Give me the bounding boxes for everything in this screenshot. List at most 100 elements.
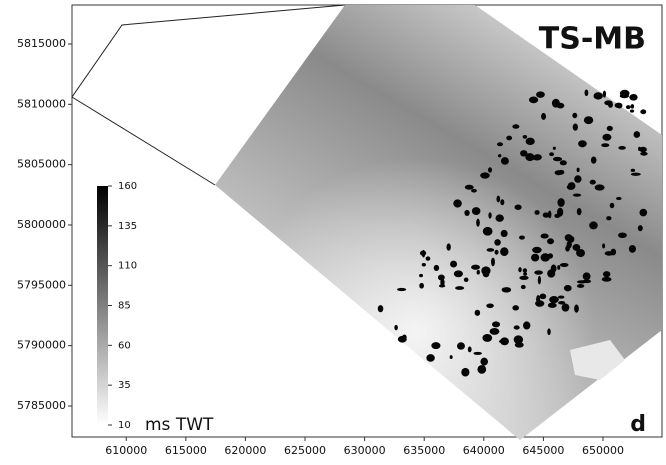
anomaly: [477, 364, 487, 374]
anomaly: [431, 342, 441, 350]
anomaly: [471, 264, 480, 270]
anomaly: [394, 324, 398, 331]
y-tick-label: 5815000: [17, 37, 66, 50]
anomaly: [501, 287, 512, 293]
x-tick-label: 640000: [463, 444, 505, 457]
anomaly: [559, 262, 569, 267]
anomaly: [559, 160, 567, 166]
anomaly: [602, 90, 607, 98]
anomaly: [630, 172, 641, 176]
anomaly: [491, 321, 501, 328]
anomaly: [606, 125, 613, 131]
anomaly: [419, 273, 423, 278]
anomaly: [565, 245, 570, 252]
anomaly: [629, 109, 635, 113]
anomaly: [537, 275, 542, 285]
y-tick-label: 5805000: [17, 158, 66, 171]
anomaly: [561, 303, 570, 312]
anomaly: [440, 278, 445, 288]
anomaly: [522, 268, 528, 273]
anomaly: [576, 167, 580, 173]
anomaly: [594, 184, 605, 191]
anomaly: [582, 272, 591, 281]
anomaly: [589, 179, 596, 185]
colorbar: [97, 186, 108, 425]
anomaly: [547, 238, 554, 245]
colorbar-tick-label: 135: [118, 221, 137, 232]
colorbar-tick-label: 110: [118, 261, 137, 272]
panel-label: d: [630, 412, 646, 437]
anomaly: [426, 354, 435, 362]
anomaly: [488, 212, 492, 219]
anomaly: [463, 277, 469, 283]
anomaly: [625, 105, 631, 110]
anomaly: [486, 248, 495, 252]
anomaly: [602, 271, 611, 278]
x-tick-label: 635000: [403, 444, 445, 457]
anomaly: [534, 270, 543, 275]
anomaly: [601, 143, 610, 148]
anomaly: [540, 233, 549, 239]
anomaly: [572, 112, 578, 119]
colorbar-tick-label: 10: [118, 420, 131, 431]
anomaly: [550, 264, 557, 273]
anomalies: [377, 89, 648, 377]
anomaly: [421, 263, 426, 267]
anomaly: [640, 109, 647, 115]
anomaly: [564, 234, 573, 242]
anomaly: [500, 247, 509, 256]
anomaly: [558, 169, 565, 175]
anomaly: [497, 154, 502, 158]
anomaly: [576, 248, 585, 258]
anomaly: [633, 131, 641, 138]
anomaly: [547, 302, 557, 308]
anomaly: [513, 325, 520, 330]
anomaly: [618, 232, 627, 239]
anomaly: [498, 339, 507, 344]
anomaly: [609, 202, 615, 209]
anomaly: [590, 156, 597, 164]
anomaly: [630, 104, 635, 109]
anomaly: [494, 239, 501, 246]
anomaly: [541, 112, 547, 120]
anomaly: [453, 270, 463, 278]
anomaly: [619, 93, 630, 99]
anomaly: [567, 182, 576, 190]
anomaly: [482, 226, 493, 236]
anomaly: [476, 218, 480, 227]
anomaly: [552, 146, 556, 150]
anomaly: [606, 216, 612, 221]
anomaly: [533, 154, 542, 161]
anomaly: [558, 300, 566, 305]
anomaly: [589, 221, 598, 230]
anomaly: [536, 295, 541, 304]
anomaly: [601, 276, 612, 282]
anomaly: [520, 284, 526, 290]
anomaly: [549, 152, 555, 157]
anomaly: [614, 102, 623, 109]
anomaly: [639, 146, 647, 153]
anomaly: [419, 282, 424, 289]
x-tick-label: 650000: [582, 444, 624, 457]
y-tick-label: 5790000: [17, 339, 66, 352]
colorbar-tick-label: 160: [118, 181, 137, 192]
anomaly: [583, 116, 594, 125]
y-tick-label: 5785000: [17, 399, 66, 412]
anomaly: [450, 260, 458, 268]
anomaly: [495, 214, 504, 222]
anomaly: [487, 167, 493, 173]
anomaly: [461, 367, 470, 377]
anomaly: [610, 249, 616, 255]
map-title: TS-MB: [539, 22, 646, 57]
anomaly: [476, 269, 480, 275]
anomaly: [557, 207, 564, 217]
anomaly: [480, 357, 489, 366]
anomaly: [500, 229, 508, 238]
anomaly: [557, 198, 565, 207]
anomaly: [433, 264, 440, 271]
colorbar-tick-label: 35: [118, 380, 131, 391]
anomaly: [536, 91, 545, 98]
anomaly: [534, 210, 540, 215]
anomaly: [552, 156, 563, 162]
anomaly: [572, 123, 578, 131]
